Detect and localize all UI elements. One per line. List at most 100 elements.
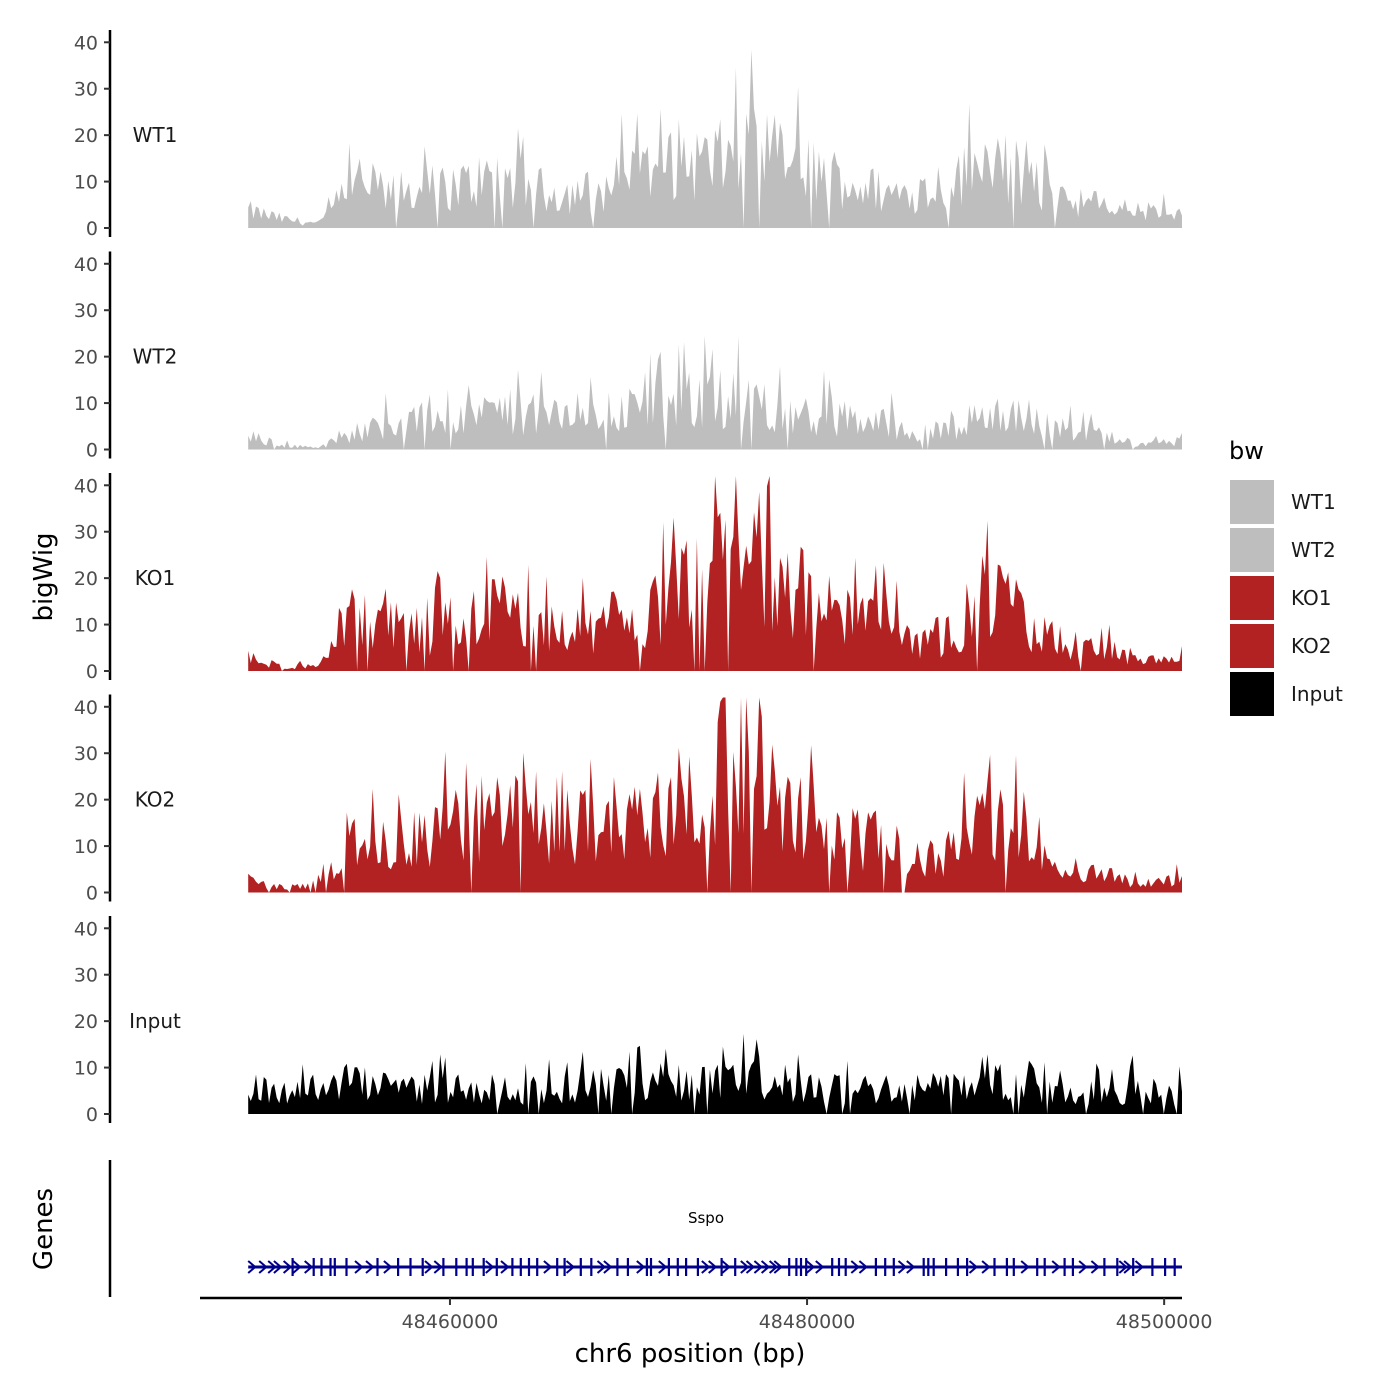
gene-strand-arrow	[773, 1260, 783, 1274]
gene-exon	[676, 1258, 679, 1276]
gene-strand-arrow	[383, 1260, 393, 1274]
gene-exon	[966, 1258, 969, 1276]
gene-exon	[471, 1258, 474, 1276]
gene-strand-arrow	[753, 1260, 763, 1274]
gene-exon	[442, 1258, 445, 1276]
gene-exon	[945, 1258, 948, 1276]
gene-strand-arrow	[701, 1260, 711, 1274]
y-axis-title: bigWig	[29, 532, 59, 621]
y-tick-label: 20	[74, 790, 98, 812]
gene-strand-arrow	[603, 1260, 613, 1274]
track-wt2: 0 10 20 30 40 WT2	[74, 251, 1182, 462]
gene-exon	[805, 1258, 808, 1276]
gene-strand-arrow	[565, 1260, 576, 1274]
gene-strand-arrow	[304, 1260, 314, 1274]
gene-track-title: Genes	[29, 1188, 59, 1270]
gene-strand-arrow	[760, 1260, 771, 1274]
gene-exon	[397, 1258, 400, 1276]
gene-strand-arrow	[1123, 1260, 1133, 1274]
y-tick-label: 30	[74, 965, 98, 987]
x-axis-title: chr6 position (bp)	[575, 1339, 806, 1369]
legend-swatch-wt1	[1230, 480, 1274, 524]
y-tick-label: 0	[86, 1104, 98, 1126]
gene-exon	[1043, 1258, 1046, 1276]
gene-exon	[844, 1258, 847, 1276]
bigwig-axis-title-group: bigWig	[29, 532, 59, 621]
y-tick-label: 40	[74, 697, 98, 719]
gene-strand-arrow	[745, 1260, 756, 1274]
y-tick-label: 10	[74, 1058, 98, 1080]
y-tick-label: 20	[74, 568, 98, 590]
x-tick-label: 48460000	[402, 1311, 499, 1333]
track-label: WT2	[133, 345, 178, 369]
gene-exon	[831, 1258, 834, 1276]
gene-exon	[527, 1258, 531, 1276]
gene-exon	[312, 1258, 315, 1276]
x-axis: 48460000 48480000 48500000	[200, 1296, 1213, 1333]
gene-strand-arrow	[858, 1260, 868, 1274]
gene-strand-arrow	[433, 1260, 443, 1274]
gene-exon	[556, 1258, 559, 1276]
y-tick-label: 40	[74, 918, 98, 940]
gene-strand-arrow	[292, 1260, 302, 1274]
gene-exon	[536, 1258, 539, 1276]
gene-exon	[884, 1258, 887, 1276]
legend-label-wt1: WT1	[1291, 490, 1336, 514]
gene-exon	[927, 1258, 930, 1276]
track-label: WT1	[133, 123, 178, 147]
gene-track: Genes Sspo	[29, 1160, 1182, 1297]
gene-exon	[993, 1258, 996, 1276]
gene-strand-arrow	[768, 1260, 779, 1274]
y-tick-label: 0	[86, 440, 98, 462]
y-tick-label: 0	[86, 661, 98, 683]
gene-exon	[1173, 1258, 1176, 1276]
track-label: Input	[129, 1009, 181, 1033]
bigwig-tracks: 0 10 20 30 40 WT1 0 10 20 30 40 WT2 0 10 20 30 40 KO1 0 10 2…	[74, 30, 1182, 1126]
gene-exon	[1012, 1258, 1015, 1276]
gene-exon	[376, 1258, 379, 1276]
legend-label-input: Input	[1291, 682, 1343, 706]
legend-title: bw	[1229, 437, 1264, 465]
gene-strand-arrow	[897, 1260, 908, 1274]
gene-strand-arrow	[354, 1260, 364, 1274]
gene-strand-arrow	[740, 1260, 750, 1274]
gene-exon	[1036, 1258, 1039, 1276]
coverage-area-wt2	[248, 335, 1182, 450]
gene-strand-arrow	[543, 1260, 553, 1274]
y-tick-label: 0	[86, 218, 98, 240]
track-ko1: 0 10 20 30 40 KO1	[74, 473, 1182, 683]
legend-label-ko2: KO2	[1291, 634, 1332, 658]
gene-exon	[685, 1258, 688, 1276]
gene-exon	[409, 1258, 412, 1276]
gene-strand-arrow	[708, 1260, 718, 1274]
gene-strand-arrow	[815, 1260, 825, 1274]
gene-strand-arrow	[500, 1260, 510, 1274]
x-tick-label: 48480000	[759, 1311, 856, 1333]
legend-swatch-ko2	[1230, 624, 1274, 668]
gene-strand-arrow	[981, 1260, 991, 1274]
coverage-area-input	[248, 1033, 1182, 1114]
gene-exon	[333, 1258, 336, 1276]
gene-exon	[519, 1258, 522, 1276]
legend: bw WT1 WT2 KO1 KO2 Input	[1229, 437, 1343, 716]
gene-exon	[645, 1258, 648, 1276]
gene-strand-arrow	[267, 1260, 277, 1274]
track-label: KO2	[135, 788, 176, 812]
gene-exon	[667, 1258, 670, 1276]
gene-exon	[345, 1258, 348, 1276]
gene-strand-arrow	[273, 1260, 283, 1274]
gene-exon	[799, 1258, 803, 1276]
gene-strand-arrow	[485, 1260, 495, 1274]
gene-name: Sspo	[688, 1209, 724, 1227]
gene-exon	[892, 1258, 895, 1276]
y-tick-label: 30	[74, 300, 98, 322]
gene-exon	[1005, 1258, 1008, 1276]
legend-swatch-ko1	[1230, 576, 1274, 620]
y-tick-label: 0	[86, 883, 98, 905]
coverage-area-ko2	[248, 697, 1182, 893]
legend-label-wt2: WT2	[1291, 538, 1336, 562]
coverage-area-ko1	[248, 476, 1182, 671]
gene-exon	[616, 1258, 619, 1276]
gene-exon	[329, 1258, 332, 1276]
